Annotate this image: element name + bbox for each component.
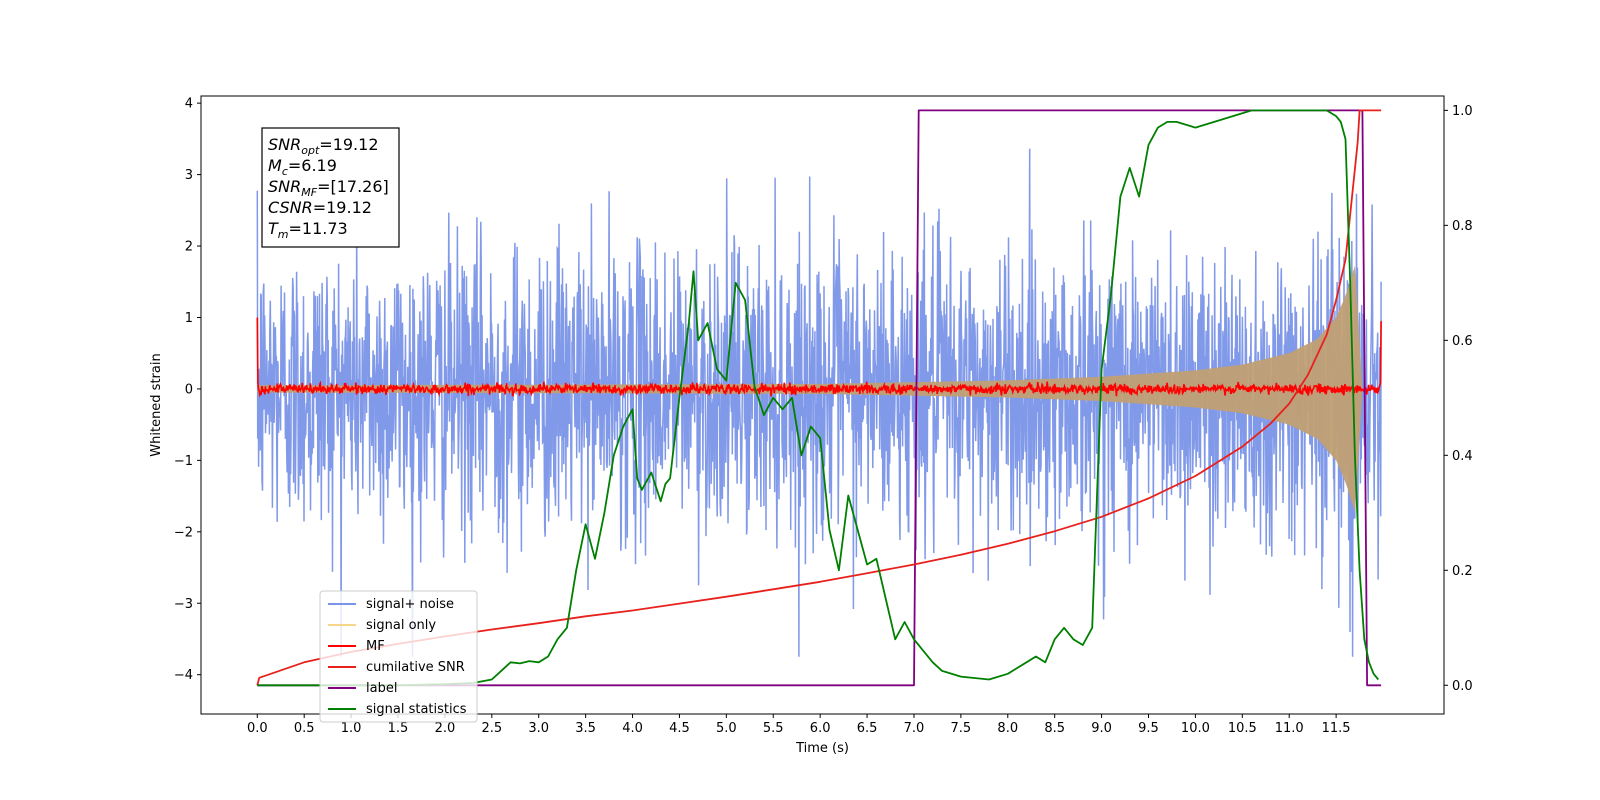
y-right-tick-label: 0.2 [1452, 564, 1473, 579]
y-right-tick-label: 0.8 [1452, 219, 1473, 234]
x-tick-label: 5.5 [763, 721, 784, 736]
legend-frame [319, 590, 478, 723]
legend-label-cumulative-snr: cumilative SNR [366, 660, 465, 675]
x-tick-label: 10.5 [1228, 721, 1257, 736]
y-left-tick-label: −3 [174, 597, 193, 612]
x-tick-label: 8.0 [997, 721, 1018, 736]
info-box-frame [261, 127, 400, 248]
x-tick-label: 1.0 [341, 721, 362, 736]
x-tick-label: 7.5 [951, 721, 972, 736]
legend: signal+ noise signal only MF cumilative … [319, 590, 478, 723]
snr-opt-text: SNRopt=19.12 [268, 135, 379, 157]
y-left-tick-label: 4 [185, 97, 193, 112]
y-right-tick-label: 1.0 [1452, 104, 1473, 119]
x-tick-label: 3.0 [528, 721, 549, 736]
y-left-tick-label: −1 [174, 454, 193, 469]
csnr-text: CSNR=19.12 [268, 198, 372, 217]
series-signal-noise [256, 148, 1382, 657]
y-right-tick-label: 0.4 [1452, 449, 1473, 464]
legend-label-mf: MF [366, 639, 385, 654]
x-tick-label: 7.0 [904, 721, 925, 736]
snr-mf-text: SNRMF=[17.26] [268, 177, 389, 199]
info-box: SNRopt=19.12 Mc=6.19 SNRMF=[17.26] CSNR=… [261, 127, 400, 248]
x-axis-label: Time (s) [795, 741, 849, 756]
x-tick-label: 1.5 [388, 721, 409, 736]
y-left-tick-label: 2 [185, 240, 193, 255]
x-tick-label: 0.0 [247, 721, 268, 736]
y-right-tick-label: 0.6 [1452, 334, 1473, 349]
chirp-mass-text: Mc=6.19 [268, 156, 337, 178]
x-tick-label: 9.5 [1138, 721, 1159, 736]
x-tick-label: 2.0 [435, 721, 456, 736]
x-tick-label: 11.0 [1275, 721, 1304, 736]
y-right-tick-label: 0.0 [1452, 679, 1473, 694]
legend-label-signal-noise: signal+ noise [366, 597, 454, 612]
x-tick-label: 6.5 [857, 721, 878, 736]
merger-time-text: Tm=11.73 [268, 219, 348, 241]
series-mf [256, 317, 1382, 398]
y-left-tick-label: −4 [174, 668, 193, 683]
axes-frame [200, 95, 1445, 715]
x-tick-label: 9.0 [1091, 721, 1112, 736]
legend-label-signal-only: signal only [366, 618, 436, 633]
x-tick-label: 4.0 [622, 721, 643, 736]
y-left-tick-label: 1 [185, 311, 193, 326]
x-tick-label: 0.5 [294, 721, 315, 736]
x-tick-label: 8.5 [1044, 721, 1065, 736]
legend-label-signal-statistics: signal statistics [366, 702, 467, 717]
x-tick-label: 5.0 [716, 721, 737, 736]
y-left-tick-label: 3 [185, 168, 193, 183]
series-label [257, 109, 1382, 687]
tick-layer: 0.0 0.5 1.0 1.5 2.0 2.5 3.0 3.5 4.0 4.5 5.0 5.5 6.0 6… [174, 97, 1473, 736]
y-axis-label: Whitened strain [149, 353, 164, 456]
x-tick-label: 11.5 [1322, 721, 1351, 736]
x-tick-label: 3.5 [575, 721, 596, 736]
series-signal-statistics [257, 109, 1379, 687]
x-tick-label: 4.5 [669, 721, 690, 736]
y-left-tick-label: −2 [174, 525, 193, 540]
y-left-tick-label: 0 [185, 382, 193, 397]
legend-label-label: label [366, 681, 397, 696]
x-tick-label: 2.5 [481, 721, 502, 736]
x-tick-label: 6.0 [810, 721, 831, 736]
x-tick-label: 10.0 [1181, 721, 1210, 736]
